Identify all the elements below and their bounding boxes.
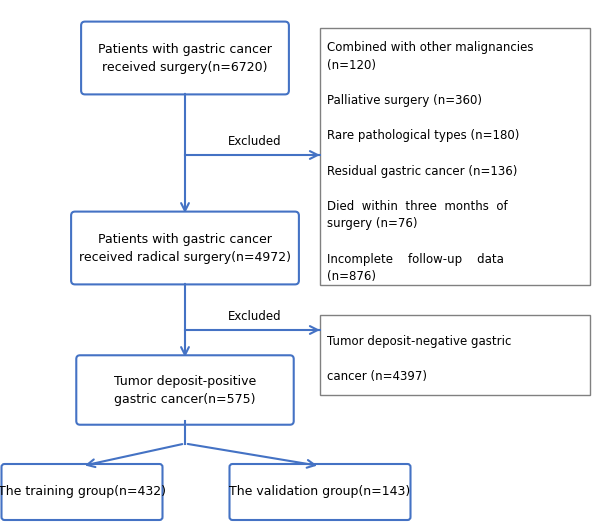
Bar xyxy=(320,28,590,285)
Text: Tumor deposit-positive
gastric cancer(n=575): Tumor deposit-positive gastric cancer(n=… xyxy=(114,375,256,405)
Text: cancer (n=4397): cancer (n=4397) xyxy=(327,370,427,383)
Text: Died  within  three  months  of: Died within three months of xyxy=(327,200,508,213)
Text: Palliative surgery (n=360): Palliative surgery (n=360) xyxy=(327,94,482,107)
Text: Excluded: Excluded xyxy=(228,310,282,323)
Text: surgery (n=76): surgery (n=76) xyxy=(327,217,418,231)
FancyBboxPatch shape xyxy=(71,211,299,285)
Text: Residual gastric cancer (n=136): Residual gastric cancer (n=136) xyxy=(327,164,517,178)
Text: (n=120): (n=120) xyxy=(327,59,376,72)
Text: The training group(n=432): The training group(n=432) xyxy=(0,485,166,499)
Text: The validation group(n=143): The validation group(n=143) xyxy=(229,485,410,499)
Bar xyxy=(320,315,590,395)
Text: Patients with gastric cancer
received surgery(n=6720): Patients with gastric cancer received su… xyxy=(98,42,272,74)
Text: Patients with gastric cancer
received radical surgery(n=4972): Patients with gastric cancer received ra… xyxy=(79,233,291,263)
FancyBboxPatch shape xyxy=(1,464,163,520)
Text: Excluded: Excluded xyxy=(228,135,282,148)
FancyBboxPatch shape xyxy=(229,464,410,520)
FancyBboxPatch shape xyxy=(76,355,294,425)
Text: Rare pathological types (n=180): Rare pathological types (n=180) xyxy=(327,129,520,142)
Text: Combined with other malignancies: Combined with other malignancies xyxy=(327,41,533,54)
FancyBboxPatch shape xyxy=(81,22,289,94)
Text: Tumor deposit-negative gastric: Tumor deposit-negative gastric xyxy=(327,335,511,348)
Text: (n=876): (n=876) xyxy=(327,270,376,284)
Text: Incomplete    follow-up    data: Incomplete follow-up data xyxy=(327,253,504,266)
